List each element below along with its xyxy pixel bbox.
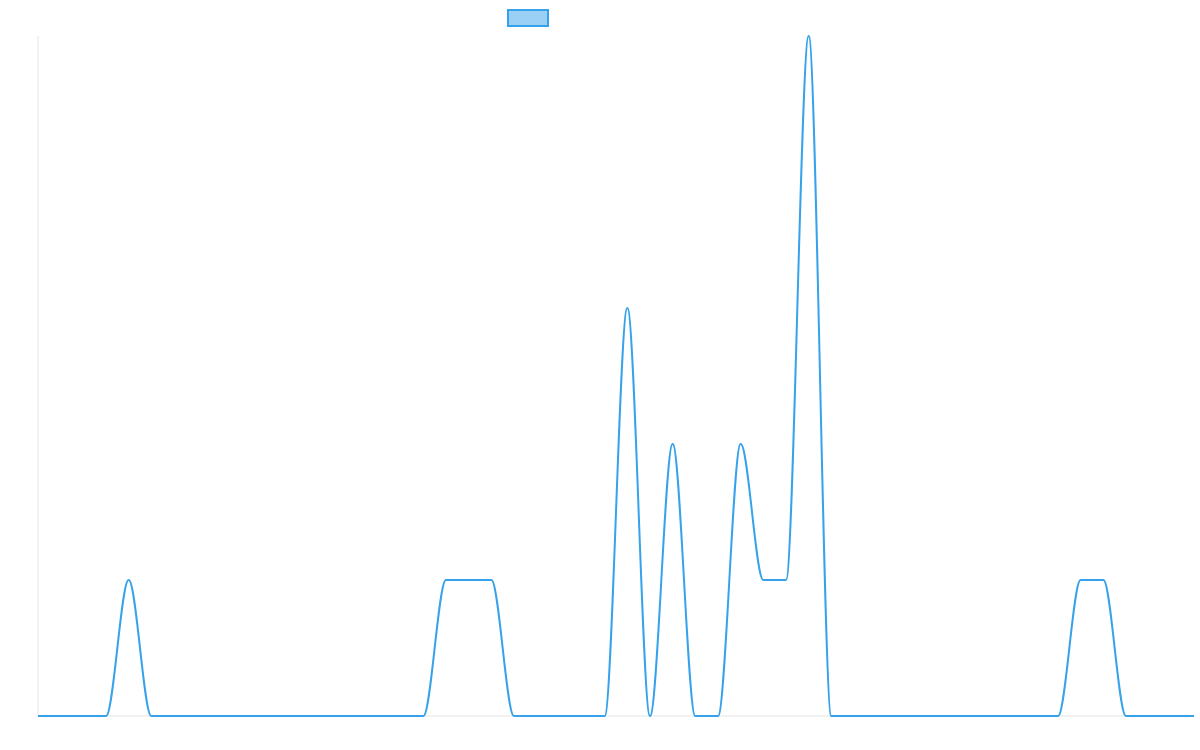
data-point[interactable] [851, 713, 857, 719]
data-point[interactable] [148, 713, 154, 719]
data-point[interactable] [1123, 713, 1129, 719]
data-point[interactable] [1191, 713, 1197, 719]
data-point[interactable] [624, 305, 630, 311]
data-point[interactable] [126, 577, 132, 583]
data-point[interactable] [874, 713, 880, 719]
data-point[interactable] [715, 713, 721, 719]
data-point[interactable] [806, 33, 812, 39]
data-point[interactable] [692, 713, 698, 719]
data-point[interactable] [171, 713, 177, 719]
data-point[interactable] [760, 577, 766, 583]
data-point[interactable] [942, 713, 948, 719]
data-point[interactable] [1100, 577, 1106, 583]
data-point[interactable] [488, 577, 494, 583]
series-layer [35, 33, 1197, 719]
data-point[interactable] [738, 441, 744, 447]
data-point[interactable] [466, 577, 472, 583]
data-point[interactable] [35, 713, 41, 719]
data-point[interactable] [1055, 713, 1061, 719]
data-point[interactable] [670, 441, 676, 447]
data-point[interactable] [420, 713, 426, 719]
data-point[interactable] [647, 713, 653, 719]
data-point[interactable] [783, 577, 789, 583]
legend[interactable] [507, 9, 549, 27]
data-point[interactable] [443, 577, 449, 583]
data-point[interactable] [602, 713, 608, 719]
data-point[interactable] [534, 713, 540, 719]
legend-swatch[interactable] [507, 9, 549, 27]
data-point[interactable] [103, 713, 109, 719]
data-point[interactable] [1078, 577, 1084, 583]
data-point[interactable] [828, 713, 834, 719]
series-line-0 [38, 35, 1194, 718]
axes [37, 36, 1194, 717]
data-point[interactable] [511, 713, 517, 719]
